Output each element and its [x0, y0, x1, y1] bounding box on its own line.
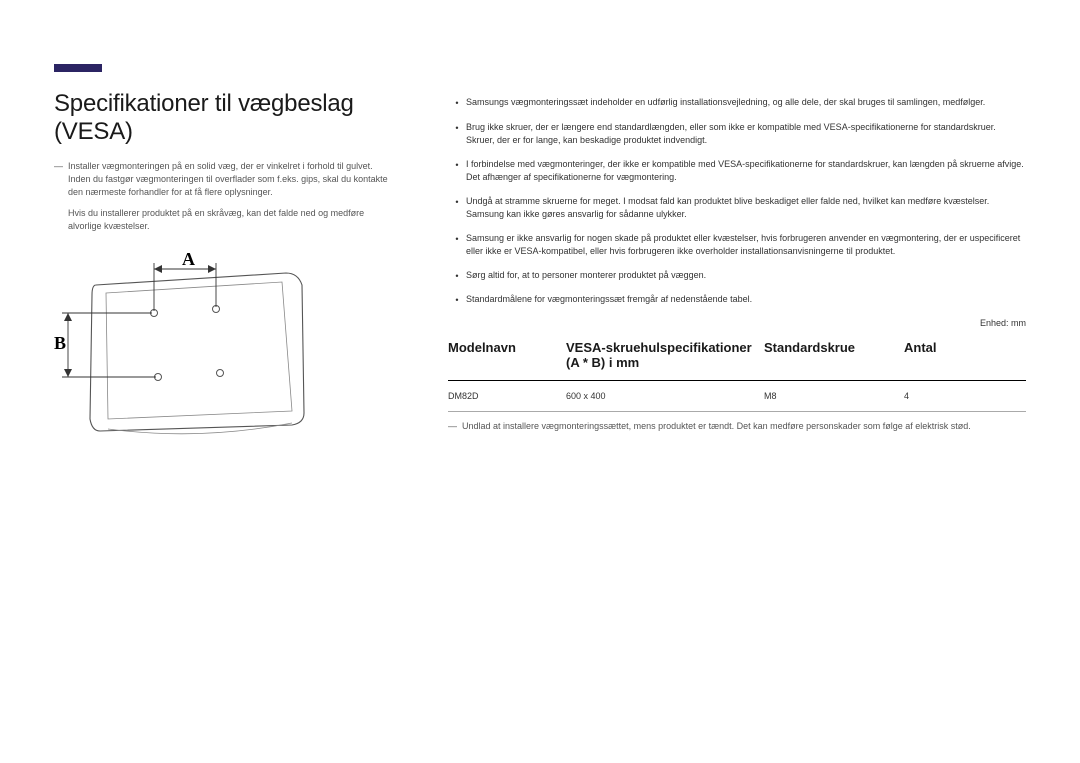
bullet-icon: • — [448, 269, 466, 284]
th-vesa: VESA-skruehulspecifikationer (A * B) i m… — [566, 334, 764, 381]
list-item: •Brug ikke skruer, der er længere end st… — [448, 121, 1026, 148]
table-header-row: Modelnavn VESA-skruehulspecifikationer (… — [448, 334, 1026, 381]
svg-text:A: A — [182, 251, 195, 269]
list-item-text: Sørg altid for, at to personer monterer … — [466, 269, 1026, 284]
list-item: •Samsungs vægmonteringssæt indeholder en… — [448, 96, 1026, 111]
spec-table: Modelnavn VESA-skruehulspecifikationer (… — [448, 334, 1026, 412]
list-item: •I forbindelse med vægmonteringer, der i… — [448, 158, 1026, 185]
bullet-icon: • — [448, 195, 466, 222]
td-screw: M8 — [764, 380, 904, 411]
td-vesa: 600 x 400 — [566, 380, 764, 411]
right-column: •Samsungs vægmonteringssæt indeholder en… — [448, 54, 1026, 451]
list-item-text: Samsungs vægmonteringssæt indeholder en … — [466, 96, 1026, 111]
th-screw: Standardskrue — [764, 334, 904, 381]
list-item-text: Standardmålene for vægmonteringssæt frem… — [466, 293, 1026, 308]
list-item: •Standardmålene for vægmonteringssæt fre… — [448, 293, 1026, 308]
footnote: ― Undlad at installere vægmonteringssætt… — [448, 420, 1026, 433]
accent-bar — [54, 64, 102, 72]
dash-icon: ― — [448, 420, 462, 433]
list-item-text: Samsung er ikke ansvarlig for nogen skad… — [466, 232, 1026, 259]
bullet-icon: • — [448, 232, 466, 259]
footnote-text: Undlad at installere vægmonteringssættet… — [462, 420, 1026, 433]
left-column: Specifikationer til vægbeslag (VESA) ― I… — [54, 54, 396, 451]
th-qty: Antal — [904, 334, 1026, 381]
list-item: •Undgå at stramme skruerne for meget. I … — [448, 195, 1026, 222]
list-item: •Sørg altid for, at to personer monterer… — [448, 269, 1026, 284]
bullet-icon: • — [448, 121, 466, 148]
bullet-icon: • — [448, 96, 466, 111]
install-note-sub: Hvis du installerer produktet på en skrå… — [68, 207, 396, 233]
th-model: Modelnavn — [448, 334, 566, 381]
vesa-diagram: A B — [54, 251, 396, 451]
list-item-text: Brug ikke skruer, der er længere end sta… — [466, 121, 1026, 148]
table-row: DM82D 600 x 400 M8 4 — [448, 380, 1026, 411]
page-content: Specifikationer til vægbeslag (VESA) ― I… — [0, 0, 1080, 451]
td-qty: 4 — [904, 380, 1026, 411]
list-item: •Samsung er ikke ansvarlig for nogen ska… — [448, 232, 1026, 259]
install-note-text: Installer vægmonteringen på en solid væg… — [68, 160, 396, 199]
warnings-list: •Samsungs vægmonteringssæt indeholder en… — [448, 96, 1026, 308]
page-title: Specifikationer til vægbeslag (VESA) — [54, 90, 396, 146]
list-item-text: Undgå at stramme skruerne for meget. I m… — [466, 195, 1026, 222]
tv-mount-diagram-svg: A B — [54, 251, 314, 446]
svg-text:B: B — [54, 333, 66, 353]
bullet-icon: • — [448, 158, 466, 185]
bullet-icon: • — [448, 293, 466, 308]
install-note: ― Installer vægmonteringen på en solid v… — [54, 160, 396, 199]
unit-label: Enhed: mm — [448, 318, 1026, 328]
td-model: DM82D — [448, 380, 566, 411]
list-item-text: I forbindelse med vægmonteringer, der ik… — [466, 158, 1026, 185]
dash-icon: ― — [54, 160, 68, 199]
